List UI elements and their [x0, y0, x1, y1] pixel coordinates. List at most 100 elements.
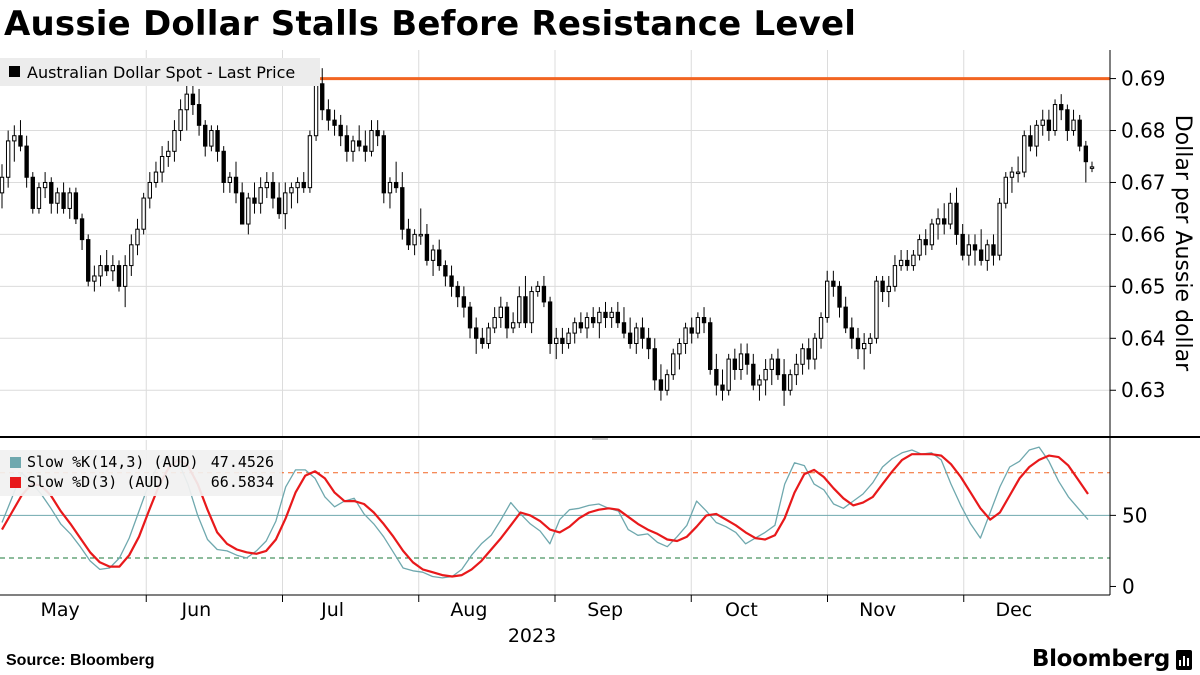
- candle-body-down: [615, 311, 621, 324]
- candle: [510, 312, 516, 334]
- candle-body-up: [818, 317, 824, 339]
- candle: [794, 353, 799, 386]
- candle: [116, 260, 122, 292]
- candle: [646, 327, 651, 360]
- candle-body-up: [486, 327, 491, 344]
- candle: [634, 322, 639, 354]
- candle: [591, 307, 596, 328]
- candle: [677, 338, 682, 370]
- candle: [720, 369, 725, 401]
- candle-body-up: [412, 233, 417, 246]
- candle-body-up: [227, 176, 233, 183]
- candle: [1022, 130, 1027, 178]
- candle: [1052, 99, 1058, 136]
- x-month-label: May: [40, 599, 79, 621]
- candle: [978, 229, 984, 266]
- x-month-label: Sep: [587, 599, 623, 621]
- candle-body-up: [917, 239, 922, 256]
- slow-k-label: Slow %K(14,3) (AUD): [27, 453, 199, 471]
- brand-logo-text: Bloomberg: [1031, 646, 1170, 672]
- candle: [541, 275, 547, 308]
- candle-body-down: [732, 358, 738, 370]
- candle-body-down: [523, 296, 528, 324]
- candle-body-up: [295, 181, 300, 189]
- x-month-label: Aug: [450, 599, 487, 621]
- candle-body-up: [36, 187, 42, 209]
- source-note: Source: Bloomberg: [6, 652, 155, 669]
- candle-body-up: [430, 249, 436, 261]
- candle-body-down: [363, 145, 368, 152]
- candle-body-up: [92, 275, 97, 282]
- candle-body-down: [831, 280, 836, 287]
- candle: [24, 135, 29, 188]
- bloomberg-terminal-icon: [1176, 650, 1192, 670]
- candle-body-up: [609, 311, 614, 319]
- candle-body-down: [356, 140, 362, 147]
- candle-body-up: [929, 223, 935, 246]
- gridlines: [0, 50, 1110, 595]
- candle: [972, 234, 978, 266]
- candle: [812, 333, 818, 370]
- candle: [671, 348, 676, 380]
- candle-body-down: [923, 239, 928, 246]
- candle-body-down: [86, 239, 91, 282]
- candle: [356, 125, 362, 152]
- candle-body-up: [757, 379, 762, 386]
- legends: Australian Dollar Spot - Last Price Slow …: [0, 58, 320, 496]
- candle: [664, 369, 670, 396]
- candle: [960, 224, 965, 261]
- candle: [486, 322, 491, 349]
- candle-body-down: [473, 327, 479, 339]
- candle-body-down: [116, 265, 122, 287]
- candle-body-down: [49, 181, 54, 204]
- candle: [566, 327, 571, 349]
- candle: [252, 182, 257, 214]
- candle-body-down: [1083, 145, 1089, 163]
- candle-body-down: [239, 192, 245, 225]
- candle-body-up: [498, 306, 503, 319]
- candle: [695, 312, 701, 339]
- candle-body-down: [954, 202, 959, 235]
- candle: [338, 114, 343, 147]
- candle: [714, 353, 719, 396]
- candle-body-down: [30, 176, 35, 209]
- candle: [42, 172, 48, 199]
- candle: [61, 182, 66, 214]
- candle: [233, 161, 239, 204]
- candle: [412, 229, 417, 256]
- candle-body-down: [24, 145, 29, 178]
- candle: [227, 172, 233, 193]
- candle-body-down: [646, 337, 651, 350]
- price-legend: Australian Dollar Spot - Last Price: [0, 58, 320, 86]
- candle: [837, 281, 842, 318]
- candle-body-down: [215, 130, 220, 152]
- candle-body-up: [935, 218, 941, 225]
- candle: [825, 270, 830, 323]
- candle: [55, 187, 60, 214]
- price-tick-label: 0.63: [1121, 378, 1166, 402]
- candle-body-up: [566, 332, 571, 344]
- candle: [36, 182, 42, 214]
- candle: [104, 249, 109, 276]
- candle: [424, 224, 430, 266]
- candle-body-up: [418, 233, 423, 237]
- candle: [535, 281, 540, 297]
- candle: [258, 177, 263, 214]
- candle: [110, 255, 116, 282]
- candle-body-up: [350, 140, 356, 152]
- candle-body-down: [720, 384, 725, 391]
- candle: [387, 177, 393, 209]
- price-tick-label: 0.65: [1121, 274, 1166, 298]
- candle: [178, 99, 183, 141]
- candle: [1015, 156, 1021, 183]
- candle-body-down: [560, 337, 565, 344]
- candle-body-down: [640, 327, 645, 339]
- candle-body-down: [627, 332, 633, 344]
- candle: [1046, 109, 1052, 141]
- candle-body-up: [387, 181, 393, 194]
- candle: [437, 239, 442, 271]
- candle: [98, 255, 103, 287]
- candle-body-down: [978, 249, 984, 261]
- candle: [757, 374, 762, 401]
